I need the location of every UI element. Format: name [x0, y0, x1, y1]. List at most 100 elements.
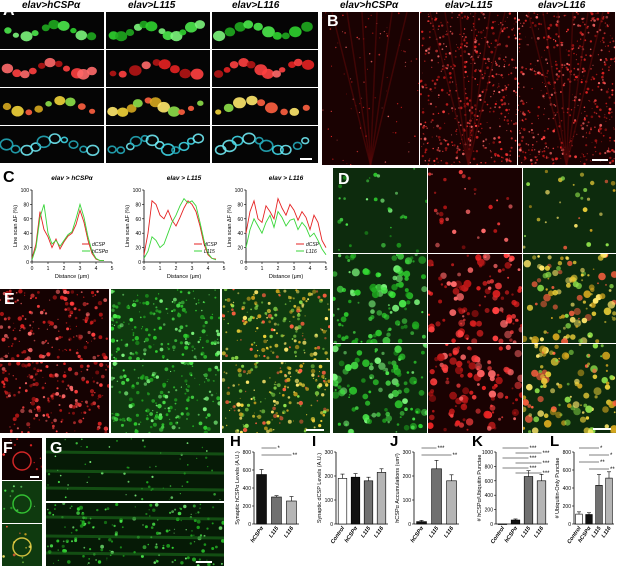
puncta [155, 375, 159, 379]
puncta [470, 129, 473, 132]
puncta [223, 289, 228, 292]
puncta [176, 289, 179, 291]
puncta [421, 30, 424, 33]
puncta [476, 118, 478, 121]
puncta [82, 417, 85, 420]
puncta [514, 381, 522, 390]
puncta [124, 343, 129, 348]
x-tick-label: 5 [325, 266, 328, 272]
puncta [540, 300, 547, 308]
puncta [470, 13, 472, 15]
puncta [611, 92, 613, 94]
puncta [161, 425, 165, 429]
puncta [81, 378, 85, 382]
puncta [547, 81, 551, 85]
puncta [507, 35, 510, 39]
puncta [428, 313, 431, 316]
puncta [392, 295, 395, 298]
puncta [33, 461, 35, 464]
puncta [438, 276, 443, 281]
puncta [102, 395, 104, 397]
puncta [590, 68, 592, 70]
puncta [565, 256, 570, 261]
puncta [558, 403, 561, 407]
puncta [609, 65, 611, 66]
puncta [153, 335, 157, 340]
puncta [383, 30, 385, 33]
puncta [296, 313, 301, 317]
puncta [207, 413, 211, 417]
puncta [270, 328, 274, 332]
puncta [188, 341, 191, 345]
puncta [317, 295, 321, 299]
puncta [1, 380, 5, 384]
puncta [388, 327, 392, 331]
puncta [199, 534, 203, 537]
puncta [434, 113, 436, 115]
y-tick-label: 20 [135, 246, 141, 252]
puncta [455, 157, 457, 159]
puncta [7, 362, 12, 366]
puncta [459, 33, 461, 36]
puncta [204, 320, 208, 325]
bouton [45, 101, 52, 107]
puncta [578, 317, 580, 320]
bouton [109, 70, 117, 77]
puncta [348, 428, 354, 433]
puncta [8, 346, 10, 348]
puncta [613, 150, 615, 153]
puncta [464, 77, 466, 79]
puncta [611, 46, 613, 48]
puncta [437, 147, 440, 149]
puncta [577, 12, 579, 15]
puncta [609, 35, 611, 37]
puncta [544, 142, 547, 145]
puncta [106, 507, 110, 510]
puncta [456, 133, 458, 135]
puncta [459, 124, 462, 127]
puncta [42, 320, 46, 324]
puncta [141, 498, 144, 501]
puncta [482, 142, 484, 144]
puncta [313, 358, 317, 360]
puncta [560, 43, 564, 47]
puncta [310, 369, 316, 374]
puncta [113, 413, 115, 415]
puncta [589, 304, 592, 307]
bouton [10, 144, 21, 154]
puncta [445, 56, 447, 58]
puncta [64, 526, 66, 528]
puncta [507, 123, 510, 125]
puncta [197, 340, 200, 344]
puncta [254, 303, 257, 306]
puncta [161, 423, 165, 426]
puncta [174, 402, 177, 405]
puncta [581, 112, 583, 114]
puncta [153, 344, 155, 346]
puncta [255, 362, 259, 364]
puncta [560, 176, 565, 181]
puncta [400, 106, 403, 109]
bouton-chain [108, 20, 205, 42]
puncta [461, 134, 463, 136]
panel-letter-b: B [327, 13, 339, 30]
puncta [429, 158, 431, 160]
puncta [16, 438, 19, 440]
puncta [519, 61, 521, 62]
puncta [566, 30, 568, 33]
puncta [589, 160, 591, 162]
puncta [334, 389, 337, 391]
puncta [213, 420, 218, 425]
puncta [148, 345, 151, 348]
puncta [391, 368, 395, 373]
puncta [528, 130, 531, 133]
puncta [71, 540, 73, 543]
puncta [475, 150, 479, 153]
panel-b-col-title: elav>hCSPα [340, 0, 399, 11]
puncta [543, 113, 545, 116]
puncta [449, 76, 452, 79]
puncta [555, 73, 558, 76]
puncta [233, 409, 236, 412]
puncta [378, 387, 383, 393]
puncta [465, 209, 471, 215]
